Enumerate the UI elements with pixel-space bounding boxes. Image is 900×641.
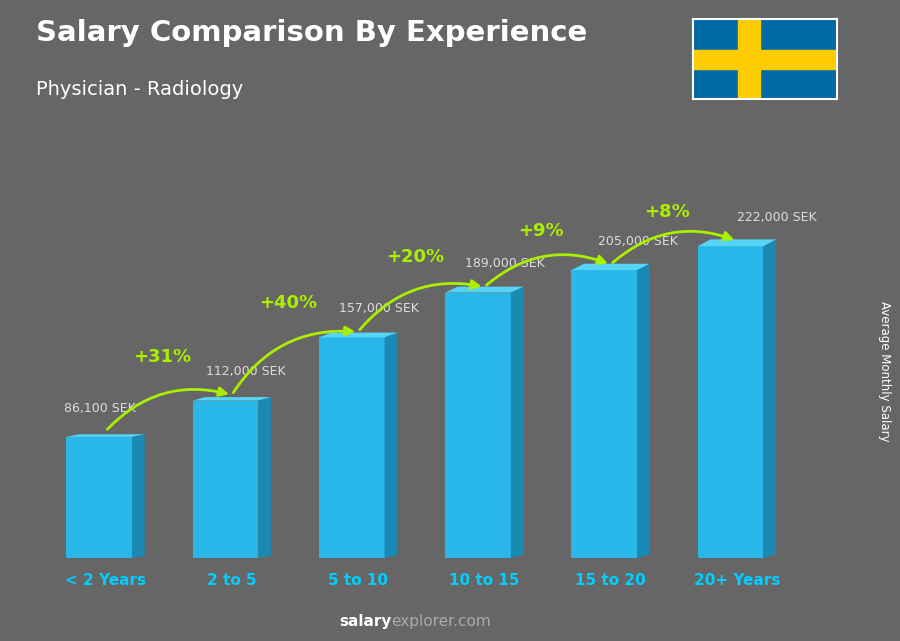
Text: 112,000 SEK: 112,000 SEK (206, 365, 286, 378)
Polygon shape (763, 239, 776, 558)
Text: 205,000 SEK: 205,000 SEK (598, 235, 678, 248)
Polygon shape (67, 437, 132, 558)
Text: Physician - Radiology: Physician - Radiology (36, 80, 243, 99)
Text: 86,100 SEK: 86,100 SEK (64, 401, 136, 415)
Text: 10 to 15: 10 to 15 (449, 572, 519, 588)
Text: 2 to 5: 2 to 5 (207, 572, 256, 588)
Polygon shape (572, 270, 637, 558)
Polygon shape (637, 263, 650, 558)
Text: 15 to 20: 15 to 20 (575, 572, 646, 588)
Polygon shape (319, 337, 384, 558)
Polygon shape (698, 239, 776, 246)
Text: +31%: +31% (133, 347, 192, 365)
Text: 157,000 SEK: 157,000 SEK (339, 302, 419, 315)
Polygon shape (132, 434, 145, 558)
Text: +40%: +40% (259, 294, 318, 312)
Text: 189,000 SEK: 189,000 SEK (465, 257, 545, 271)
Text: 20+ Years: 20+ Years (694, 572, 780, 588)
Polygon shape (446, 292, 511, 558)
Polygon shape (67, 434, 145, 437)
Text: +9%: +9% (518, 222, 564, 240)
Text: 5 to 10: 5 to 10 (328, 572, 388, 588)
Text: Salary Comparison By Experience: Salary Comparison By Experience (36, 19, 587, 47)
Polygon shape (572, 263, 650, 270)
Polygon shape (193, 401, 258, 558)
Text: < 2 Years: < 2 Years (65, 572, 146, 588)
Polygon shape (511, 287, 524, 558)
Polygon shape (698, 246, 763, 558)
Bar (693, 50, 837, 69)
Polygon shape (193, 397, 271, 401)
Polygon shape (319, 333, 397, 337)
Text: 222,000 SEK: 222,000 SEK (737, 211, 816, 224)
Text: Average Monthly Salary: Average Monthly Salary (878, 301, 890, 442)
Bar (738, 19, 760, 99)
Text: explorer.com: explorer.com (392, 615, 491, 629)
Polygon shape (258, 397, 271, 558)
Polygon shape (384, 333, 397, 558)
Text: +20%: +20% (386, 248, 444, 266)
Polygon shape (446, 287, 524, 292)
Text: +8%: +8% (644, 203, 690, 221)
Text: salary: salary (339, 615, 392, 629)
